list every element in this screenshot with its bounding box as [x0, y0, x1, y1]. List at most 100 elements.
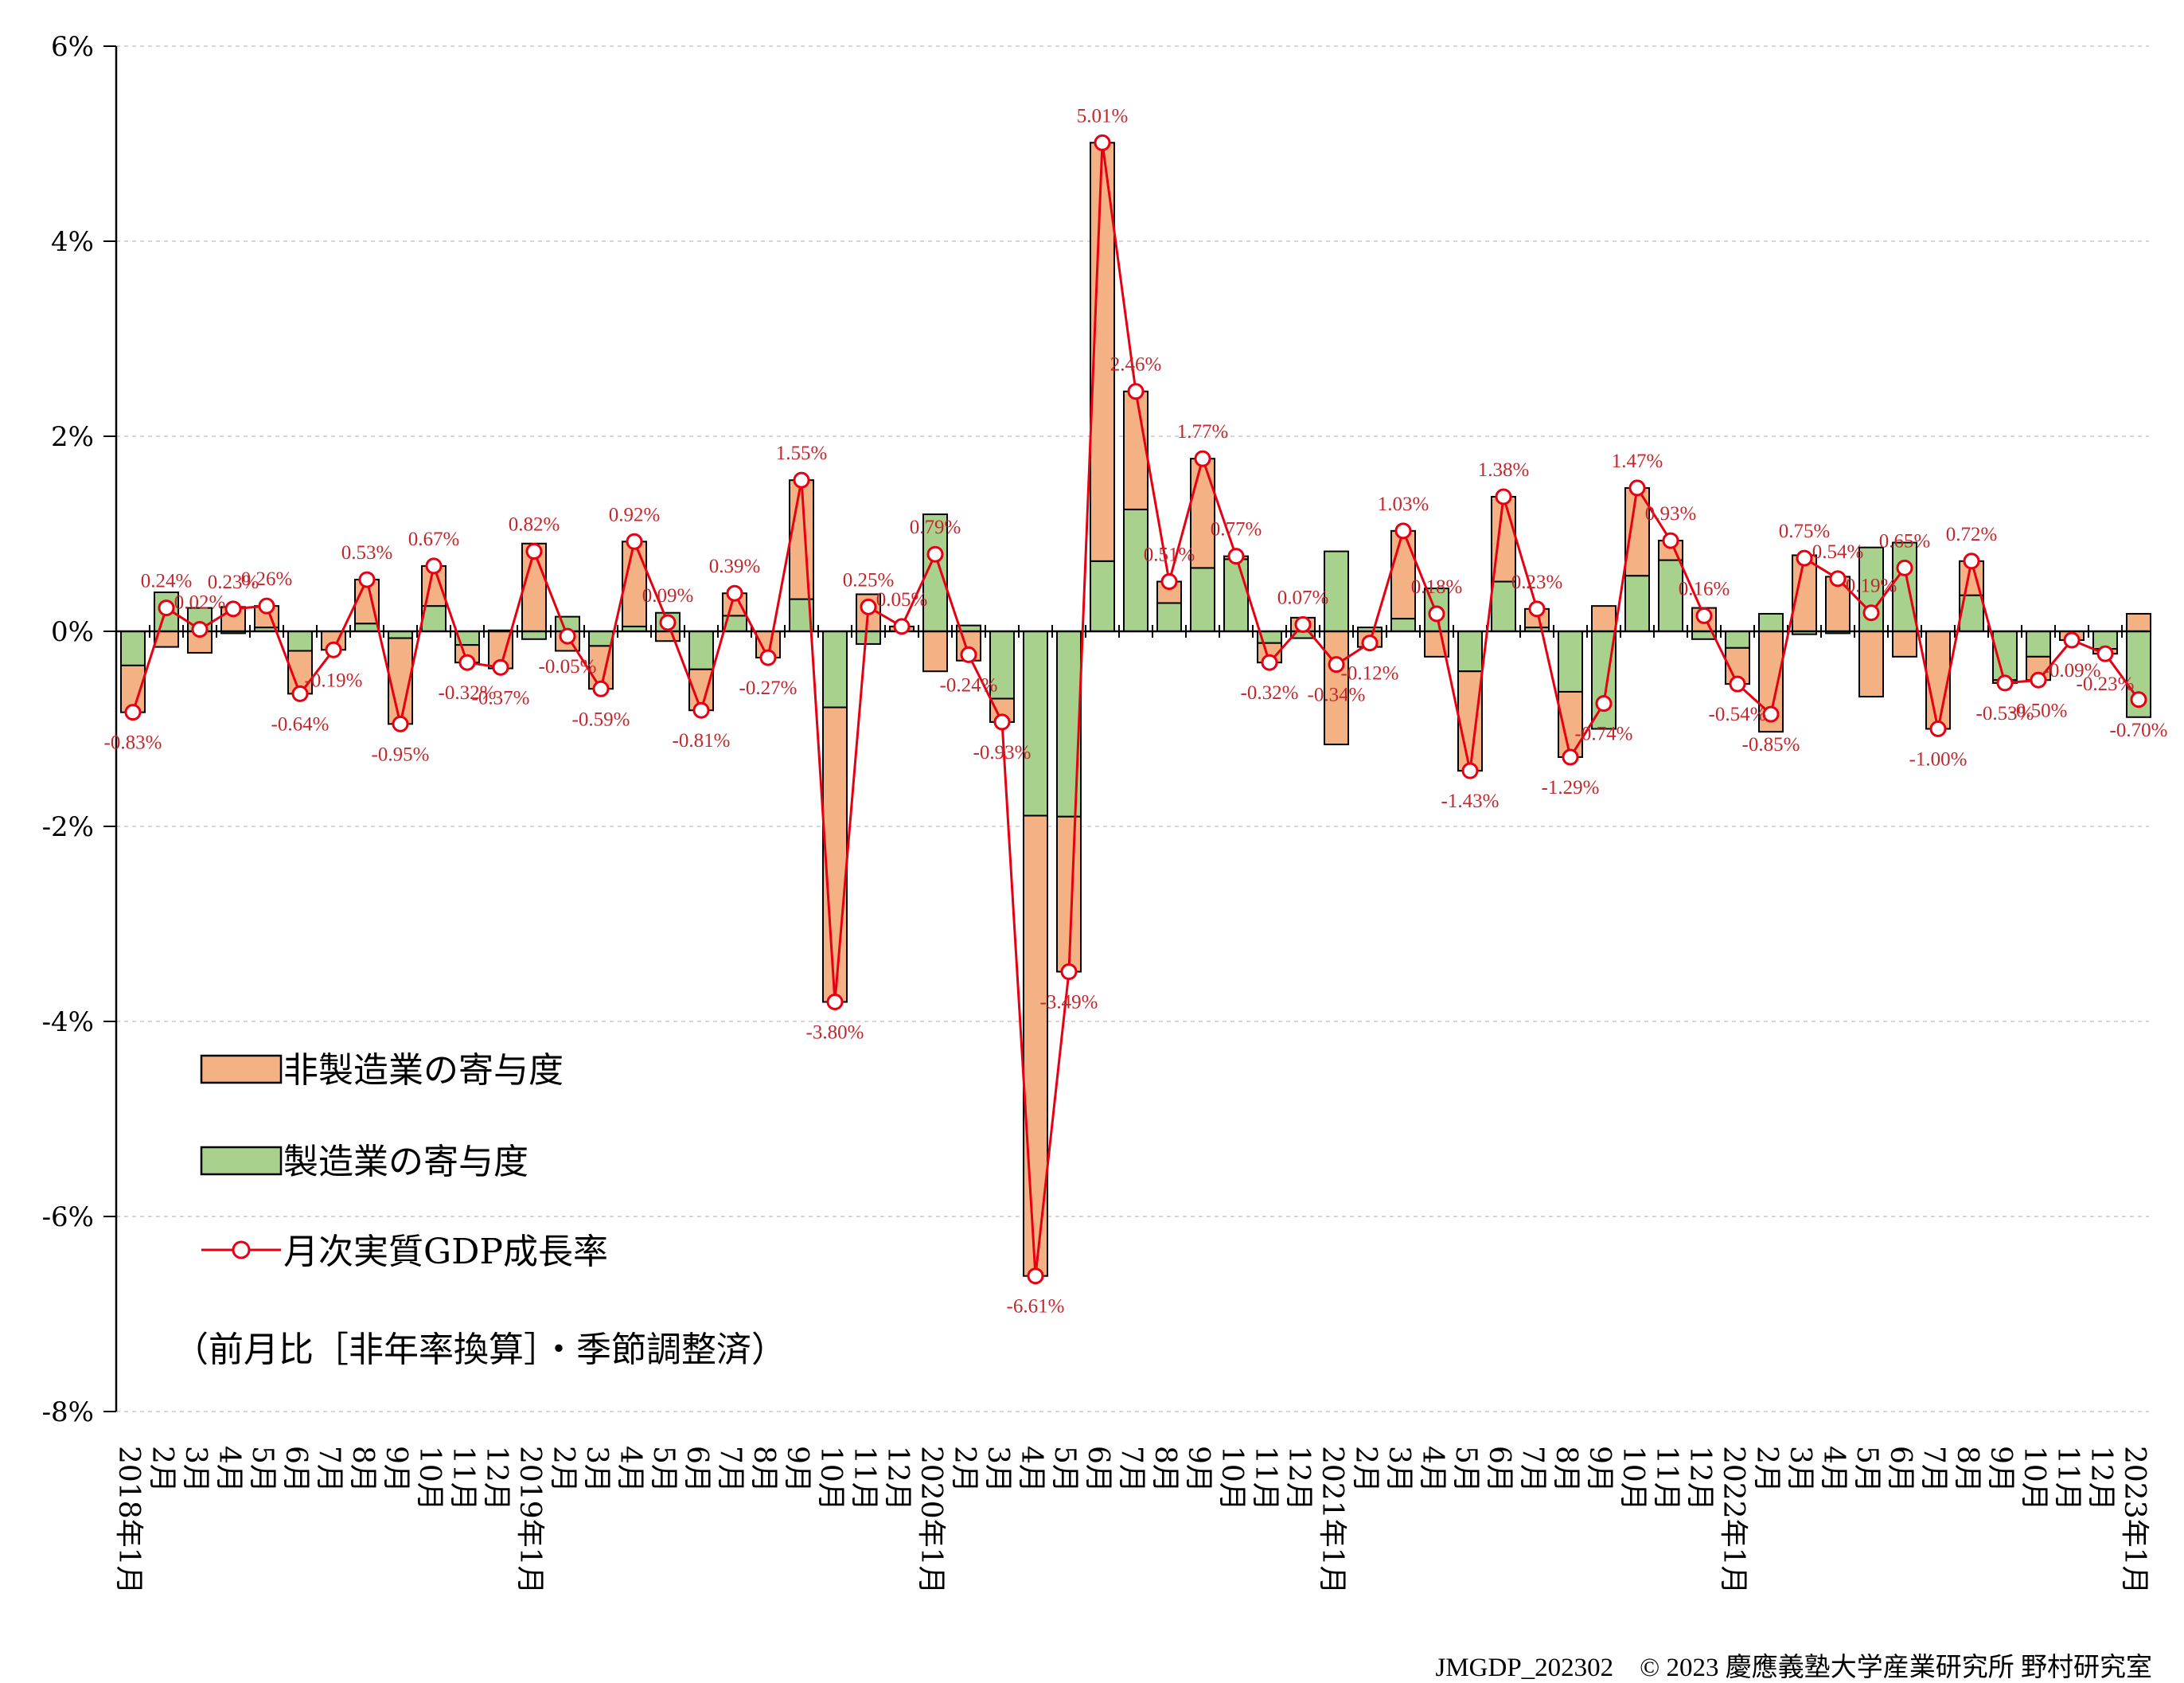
x-tick-label: 8月 [346, 1446, 379, 1493]
gdp-growth-point [224, 600, 242, 618]
y-tick-label: -6% [42, 1201, 94, 1233]
gdp-growth-point [1762, 705, 1780, 723]
data-label: 0.09% [642, 585, 694, 607]
y-tick-label: 4% [51, 226, 94, 258]
bar-non-manufacturing [1858, 631, 1884, 698]
data-label: -0.53% [1976, 703, 2034, 724]
x-tick-label: 2021年1月 [1316, 1446, 1348, 1595]
x-tick-label: 3月 [1383, 1446, 1415, 1493]
gdp-growth-point [1160, 573, 1178, 591]
data-label: 0.05% [876, 589, 928, 611]
bar-manufacturing [2026, 631, 2051, 658]
x-tick-label: 7月 [714, 1446, 747, 1493]
axes [115, 46, 2149, 1412]
x-axis-labels: 2018年1月 2月 3月 4月 5月 6月 7月 8月 9月 10月 11月 12月 2019年1月 2… [112, 1446, 2151, 1595]
bar-non-manufacturing [622, 541, 647, 627]
bar-manufacturing [1624, 575, 1650, 632]
data-label: -6.61% [1007, 1296, 1065, 1318]
x-tick-label: 8月 [1550, 1446, 1582, 1493]
data-label: 0.19% [1846, 576, 1897, 597]
x-tick-label: 10月 [1215, 1446, 1248, 1511]
gdp-growth-point [1261, 654, 1278, 671]
gdp-growth-point [659, 614, 677, 631]
data-label: 0.53% [341, 542, 393, 564]
gdp-growth-point [726, 584, 743, 602]
legend-swatch-manufacturing [200, 1146, 283, 1176]
gdp-growth-point [325, 641, 342, 658]
bar-manufacturing [1123, 508, 1149, 632]
data-label: 0.26% [241, 568, 293, 590]
y-tick-label: -4% [42, 1006, 94, 1038]
x-tick-label: 9月 [1984, 1446, 2017, 1493]
bar-non-manufacturing [1390, 529, 1416, 620]
data-label: -0.50% [2010, 700, 2068, 721]
data-label: -0.19% [305, 670, 363, 691]
gdp-growth-point [993, 713, 1011, 731]
x-tick-label: 3月 [580, 1446, 613, 1493]
data-label: 0.77% [1211, 519, 1262, 541]
x-tick-label: 12月 [1683, 1446, 1716, 1511]
gdp-growth-point [525, 543, 543, 560]
gdp-growth-point [1996, 674, 2014, 692]
x-tick-label: 7月 [313, 1446, 345, 1493]
bar-manufacturing [1023, 631, 1048, 817]
gdp-growth-point [1628, 479, 1646, 497]
gdp-growth-point [124, 704, 142, 721]
x-tick-label: 8月 [1951, 1446, 1983, 1493]
gdp-growth-point [1127, 383, 1145, 400]
legend-label-gdp-growth: 月次実質GDP成長率 [283, 1232, 608, 1272]
bar-manufacturing [822, 631, 848, 709]
gdp-growth-point [1094, 134, 1111, 151]
data-label: -0.64% [271, 713, 330, 735]
data-label: 0.75% [1779, 521, 1831, 542]
gdp-growth-point [1662, 532, 1679, 549]
x-tick-label: 11月 [1249, 1446, 1281, 1511]
gdp-growth-point [425, 557, 443, 575]
gdp-growth-point [258, 597, 275, 615]
x-tick-label: 6月 [1483, 1446, 1515, 1493]
x-tick-label: 12月 [2085, 1446, 2117, 1511]
x-tick-label: 8月 [1149, 1446, 1181, 1493]
data-label: 0.51% [1144, 545, 1195, 566]
bar-manufacturing [287, 631, 313, 652]
footer-credit: JMGDP_202302 © 2023 慶應義塾大学産業研究所 野村研究室 [1435, 1653, 2152, 1682]
x-tick-label: 5月 [246, 1446, 279, 1493]
gdp-growth-point [1729, 675, 1746, 693]
data-label: -0.85% [1742, 734, 1800, 756]
x-tick-label: 2023年1月 [2118, 1446, 2151, 1595]
bar-non-manufacturing [1123, 390, 1149, 510]
data-label: -0.27% [739, 677, 798, 699]
gdp-growth-point [492, 658, 509, 676]
x-tick-label: 3月 [981, 1446, 1014, 1493]
data-label: -1.43% [1441, 791, 1500, 812]
bar-manufacturing [1558, 631, 1583, 693]
bar-non-manufacturing [1591, 605, 1617, 633]
y-axis-ticks: -8% -6% -4% -2% 0% 2% 4% 6% [42, 31, 116, 1428]
x-tick-label: 11月 [848, 1446, 880, 1511]
data-label: -0.95% [372, 744, 430, 765]
gdp-growth-point [2096, 645, 2114, 662]
data-label: 1.03% [1378, 494, 1429, 515]
bar-manufacturing [120, 631, 146, 666]
data-label: 0.82% [509, 514, 560, 536]
data-label: 0.67% [408, 529, 460, 550]
x-tick-label: 6月 [1884, 1446, 1917, 1493]
gdp-growth-point [1294, 615, 1312, 633]
bar-non-manufacturing [1925, 631, 1951, 730]
x-tick-label: 12月 [881, 1446, 914, 1511]
gdp-growth-point [860, 598, 877, 615]
gdp-growth-point [358, 571, 376, 588]
x-tick-label: 7月 [1917, 1446, 1950, 1493]
bar-non-manufacturing [2126, 612, 2151, 633]
data-label: 0.23% [208, 572, 259, 593]
gdp-growth-point [1528, 600, 1546, 618]
gdp-growth-point [592, 680, 610, 697]
bar-manufacturing [521, 631, 547, 640]
data-label: 0.25% [843, 569, 895, 591]
x-tick-label: 4月 [614, 1446, 646, 1493]
data-label: -0.37% [472, 687, 530, 709]
gdp-growth-point [559, 627, 576, 645]
x-tick-label: 5月 [1048, 1446, 1081, 1493]
bar-non-manufacturing [655, 631, 681, 642]
y-tick-label: -8% [42, 1396, 94, 1428]
